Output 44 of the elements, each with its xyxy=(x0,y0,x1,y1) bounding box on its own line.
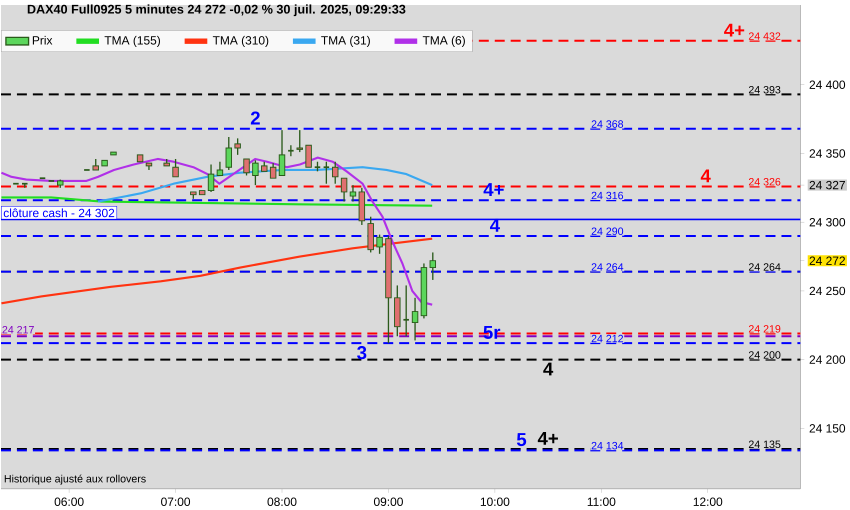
ref-line-label: 24 393 xyxy=(748,86,780,94)
ref-line-label: 24 212 xyxy=(592,334,624,342)
annotation: 5 xyxy=(516,432,526,446)
ref-line-label: 24 217 xyxy=(2,326,34,334)
x-tick-label: 12:00 xyxy=(694,497,722,506)
x-tick-label: 11:00 xyxy=(588,497,616,506)
y-tick-label: 24 400 xyxy=(810,80,846,89)
annotation: 4+ xyxy=(724,24,744,36)
ref-line-label: 24 264 xyxy=(748,263,781,271)
legend-label: TMA (31) xyxy=(321,36,370,47)
legend-label: TMA (155) xyxy=(104,36,160,47)
ref-line-label: 24 316 xyxy=(592,192,624,200)
y-tick-label: 24 300 xyxy=(810,218,846,226)
x-tick-label: 08:00 xyxy=(268,497,296,506)
legend-label: TMA (310) xyxy=(212,36,268,47)
chart-title: DAX40 Full0925 5 minutes 24 272 -0,02 % 30 juil. 2025, 09:29:33 xyxy=(28,4,406,16)
annotation: 3 xyxy=(357,346,366,360)
y-tick-label: 24 250 xyxy=(810,286,846,295)
ref-line-label: 24 290 xyxy=(592,227,624,235)
ref-line-label: 24 219 xyxy=(748,324,780,332)
annotation: 4 xyxy=(543,362,554,376)
annotation: 4+ xyxy=(538,432,558,445)
y-tick-label: 24 150 xyxy=(810,424,846,432)
ref-line-label: 24 326 xyxy=(748,178,780,186)
ref-line-label: 24 200 xyxy=(748,351,780,359)
ref-line-label: 24 368 xyxy=(592,120,624,128)
ref-line-label: clôture cash - 24 302 xyxy=(4,208,114,218)
x-tick-label: 10:00 xyxy=(480,497,510,506)
y-tick-label: 24 350 xyxy=(810,149,846,158)
annotation: 4 xyxy=(700,169,711,182)
y-tick-label: 24 272 xyxy=(810,256,845,265)
ref-line-label: 24 134 xyxy=(592,442,624,450)
ref-line-label: 24 264 xyxy=(592,263,624,271)
y-tick-label: 24 200 xyxy=(810,355,846,364)
x-tick-label: 06:00 xyxy=(54,497,84,506)
annotation: Historique ajusté aux rollovers xyxy=(4,474,146,484)
x-tick-label: 07:00 xyxy=(161,497,190,506)
ref-line-label: 24 432 xyxy=(748,32,780,40)
legend-label: TMA (6) xyxy=(422,36,465,47)
legend-label: Prix xyxy=(32,36,52,44)
y-tick-label: 24 327 xyxy=(810,180,845,190)
x-tick-label: 09:00 xyxy=(374,497,403,506)
ref-line-label: 24 135 xyxy=(748,440,780,448)
annotation: 2 xyxy=(250,111,260,124)
